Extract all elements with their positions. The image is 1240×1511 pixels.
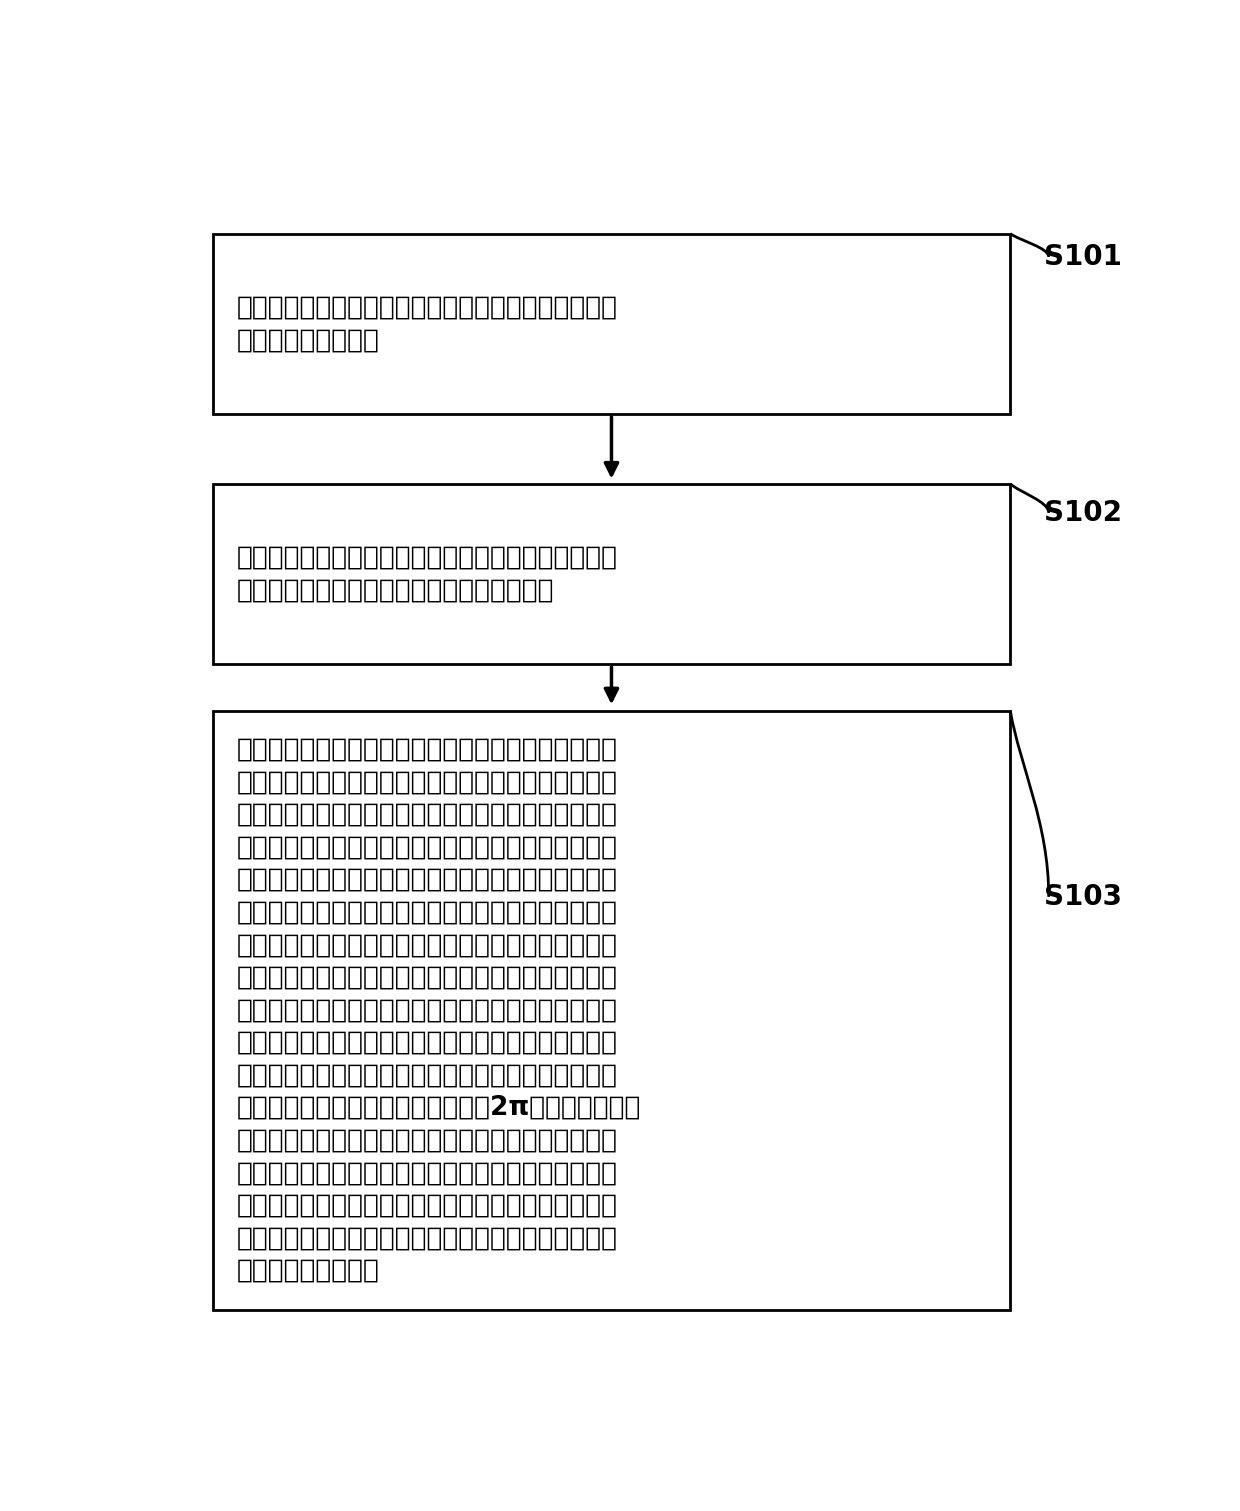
Text: S101: S101 [1044, 243, 1122, 270]
Text: 转，使得经由该偏振正交旋转装置后，该一路子光脉冲: 转，使得经由该偏振正交旋转装置后，该一路子光脉冲 [237, 932, 618, 958]
Text: 两条子光路上传输所述两路子光脉冲，并将所述两路子: 两条子光路上传输所述两路子光脉冲，并将所述两路子 [237, 769, 618, 795]
FancyBboxPatch shape [213, 484, 1011, 665]
Text: 上传输的所述两路子光脉冲中至少之一按照量子密钥分: 上传输的所述两路子光脉冲中至少之一按照量子密钥分 [237, 1225, 618, 1251]
Text: S102: S102 [1044, 499, 1122, 527]
Text: S103: S103 [1044, 882, 1122, 911]
Text: 光脉冲作相对延时后合束输出，其中，在所述两条子光: 光脉冲作相对延时后合束输出，其中，在所述两条子光 [237, 802, 618, 828]
Text: 将所述第一路光脉冲分束为两路子光脉冲；以及分别在: 将所述第一路光脉冲分束为两路子光脉冲；以及分别在 [237, 737, 618, 763]
Text: 路传输的相位差使得两个相位差相差2π的整数倍，并且: 路传输的相位差使得两个相位差相差2π的整数倍，并且 [237, 1095, 641, 1121]
Text: 脉冲和第二路光脉冲: 脉冲和第二路光脉冲 [237, 328, 379, 354]
Text: 一路光脉冲分束至合束的过程中，对在所述两条子光路: 一路光脉冲分束至合束的过程中，对在所述两条子光路 [237, 1192, 618, 1219]
Text: 冲按照量子密钥分发协议进行相位调制，或者在所述第: 冲按照量子密钥分发协议进行相位调制，或者在所述第 [237, 1160, 618, 1186]
Text: 将入射的任意偏振态的一路输入光脉冲分束为第一路光: 将入射的任意偏振态的一路输入光脉冲分束为第一路光 [237, 295, 618, 320]
Text: 其中在所述第一路光脉冲分束之前，对所述第一路光脉: 其中在所述第一路光脉冲分束之前，对所述第一路光脉 [237, 1127, 618, 1153]
Text: 偏振态中的一个偏振态在分束至合束的过程中经所述两: 偏振态中的一个偏振态在分束至合束的过程中经所述两 [237, 1031, 618, 1056]
FancyBboxPatch shape [213, 710, 1011, 1310]
Text: 转装置，所述偏振正交旋转装置被配置用于将经其传输: 转装置，所述偏振正交旋转装置被配置用于将经其传输 [237, 867, 618, 893]
Text: 发协议进行相位调制: 发协议进行相位调制 [237, 1259, 379, 1284]
Text: 的两个正交偏振态中的每个偏振态分别变换成与其正交: 的两个正交偏振态中的每个偏振态分别变换成与其正交 [237, 964, 618, 991]
Text: 解码并对所述第二路光脉冲进行时间比特解码: 解码并对所述第二路光脉冲进行时间比特解码 [237, 577, 554, 603]
Text: 的偏振态，并且其中控制所述第一路光脉冲的两个正交: 的偏振态，并且其中控制所述第一路光脉冲的两个正交 [237, 997, 618, 1023]
Text: 的一路子光脉冲的两个正交偏振态分别进行偏振正交旋: 的一路子光脉冲的两个正交偏振态分别进行偏振正交旋 [237, 899, 618, 926]
Text: 条子光路传输的相位差与另一个偏振态经所述两条子光: 条子光路传输的相位差与另一个偏振态经所述两条子光 [237, 1062, 618, 1088]
Text: 路中的所述至少一条子光路中包含至少一个偏振正交旋: 路中的所述至少一条子光路中包含至少一个偏振正交旋 [237, 834, 618, 860]
Text: 按照量子密钥分发协议，对所述第一路光脉冲进行相位: 按照量子密钥分发协议，对所述第一路光脉冲进行相位 [237, 544, 618, 571]
FancyBboxPatch shape [213, 234, 1011, 414]
